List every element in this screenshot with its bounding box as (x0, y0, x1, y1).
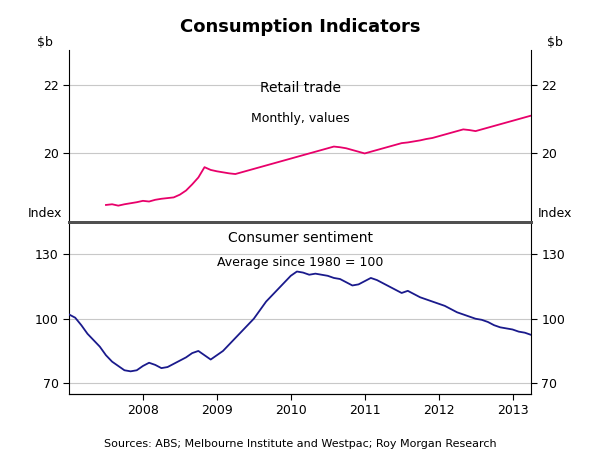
Text: Index: Index (538, 207, 572, 220)
Text: Monthly, values: Monthly, values (251, 112, 349, 125)
Text: $b: $b (547, 36, 563, 49)
Text: $b: $b (37, 36, 53, 49)
Text: Index: Index (28, 207, 62, 220)
Text: Sources: ABS; Melbourne Institute and Westpac; Roy Morgan Research: Sources: ABS; Melbourne Institute and We… (104, 439, 496, 448)
Text: Consumer sentiment: Consumer sentiment (227, 231, 373, 245)
Text: Average since 1980 = 100: Average since 1980 = 100 (217, 256, 383, 269)
Text: Consumption Indicators: Consumption Indicators (180, 18, 420, 36)
Text: Retail trade: Retail trade (260, 82, 341, 95)
